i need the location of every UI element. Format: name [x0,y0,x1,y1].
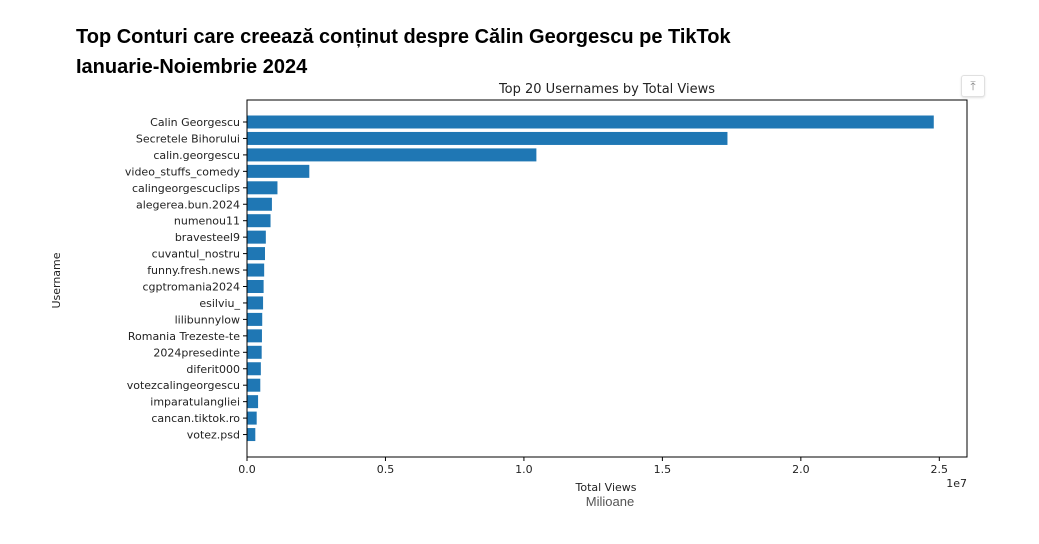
bar [247,181,278,195]
bar [247,362,261,376]
bar [247,312,263,326]
y-tick-label: bravesteel9 [175,231,240,244]
x-ticks: 0.0 0.5 1.0 1.5 2.0 2.5 [238,457,948,476]
bar [247,197,272,211]
y-tick-label: alegerea.bun.2024 [136,198,240,211]
bar [247,148,537,162]
y-tick-label: votezcalingeorgescu [127,379,240,392]
y-tick-label: esilviu_ [199,297,240,310]
bar [247,329,262,343]
bar [247,263,265,277]
bars-group [247,115,934,442]
bar [247,115,934,129]
bar [247,296,264,310]
y-tick-label: cuvantul_nostru [152,248,240,261]
scroll-top-button[interactable]: ⤒ [961,75,985,97]
y-axis-label: Username [50,252,63,308]
y-tick-label: diferit000 [186,363,240,376]
x-tick-label: 2.5 [931,463,949,476]
y-tick-label: Romania Trezeste-te [128,330,240,343]
y-tick-label: lilibunnylow [175,313,240,326]
y-tick-label: imparatulangliei [150,396,240,409]
x-offset-label: 1e7 [946,477,967,490]
x-axis-unit-note: Milioane [586,494,634,509]
bar [247,411,257,425]
y-tick-label: 2024presedinte [153,346,240,359]
chart-title: Top 20 Usernames by Total Views [498,82,715,97]
bar [247,247,265,261]
plot-frame [246,99,968,458]
y-tick-label: numenou11 [174,215,240,228]
y-category-labels: Calin Georgescu Secretele Bihorului calin.… [125,116,247,442]
y-tick-label: Calin Georgescu [150,116,240,129]
bar [247,395,259,409]
bar [247,428,256,442]
y-tick-label: Secretele Bihorului [136,132,240,145]
page-title: Top Conturi care creează conținut despre… [76,26,731,48]
bar [247,131,728,145]
arrow-up-icon: ⤒ [970,78,976,93]
x-tick-label: 1.0 [515,463,533,476]
x-tick-label: 0.5 [377,463,395,476]
x-tick-label: 0.0 [238,463,256,476]
x-axis-label: Total Views [574,481,636,494]
bar [247,280,264,293]
y-tick-label: funny.fresh.news [147,264,240,277]
y-tick-label: cgptromania2024 [142,281,240,294]
y-tick-label: votez.psd [187,429,240,442]
bar [247,345,262,359]
bar [247,378,261,392]
x-tick-label: 1.5 [654,463,672,476]
y-tick-label: cancan.tiktok.ro [151,412,240,425]
bar [247,164,310,178]
y-tick-label: calingeorgescuclips [132,182,240,195]
x-tick-label: 2.0 [792,463,810,476]
y-tick-label: calin.georgescu [153,149,240,162]
bar [247,214,271,228]
y-tick-label: video_stuffs_comedy [125,165,241,178]
page-subtitle: Ianuarie-Noiembrie 2024 [76,56,308,78]
bar [247,230,266,244]
